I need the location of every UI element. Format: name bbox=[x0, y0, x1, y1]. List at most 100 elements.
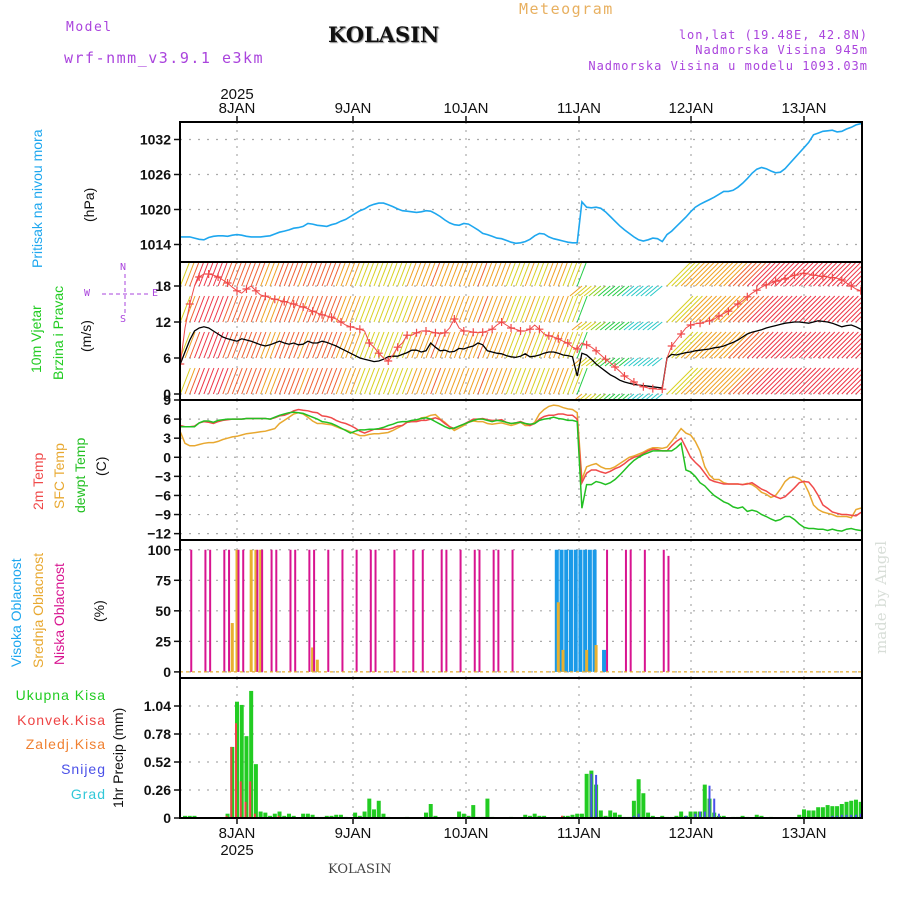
y-tick-label: 1.04 bbox=[144, 698, 171, 714]
wind-arrow bbox=[831, 331, 859, 359]
precip-bar-snow bbox=[859, 813, 862, 818]
cloud-bar bbox=[667, 555, 670, 672]
wind-gust-marker bbox=[195, 273, 204, 281]
wind-arrow bbox=[865, 332, 891, 358]
wind-arrow bbox=[671, 295, 699, 323]
wind-arrow bbox=[297, 262, 309, 287]
wind-arrow bbox=[279, 331, 290, 359]
cloud-bar bbox=[374, 549, 377, 672]
wind-arrow bbox=[335, 262, 346, 287]
wind-arrow bbox=[694, 295, 722, 323]
wind-gust-marker bbox=[809, 271, 818, 280]
wind-arrow bbox=[312, 367, 324, 395]
wind-arrow bbox=[651, 321, 663, 331]
wind-arrow bbox=[274, 262, 285, 287]
model-elevation-label: Nadmorska Visina u modelu 1093.03m bbox=[588, 59, 868, 73]
wind-arrow bbox=[231, 262, 243, 287]
wind-arrow bbox=[751, 331, 779, 359]
wind-arrow bbox=[599, 321, 611, 331]
wind-arrow bbox=[713, 262, 739, 287]
wind-arrow bbox=[642, 357, 654, 367]
station-title: KOLASIN bbox=[328, 22, 440, 47]
wind-arrow bbox=[331, 331, 342, 359]
wind-arrow bbox=[593, 285, 606, 297]
wind-arrow bbox=[368, 331, 380, 359]
wind-arrow bbox=[798, 262, 824, 287]
wind-arrow bbox=[260, 295, 272, 323]
y-tick-label: −6 bbox=[155, 487, 171, 503]
wind-gust-marker bbox=[204, 270, 213, 278]
wind-arrow bbox=[827, 331, 854, 359]
wind-arrow bbox=[416, 367, 428, 395]
wind-arrow bbox=[623, 321, 635, 331]
wind-arrow bbox=[222, 367, 234, 395]
wind-arrow bbox=[704, 331, 732, 359]
wind-arrow bbox=[359, 367, 371, 395]
cloud-bar bbox=[643, 549, 646, 672]
wind-gust-marker bbox=[346, 322, 355, 331]
wind-arrow bbox=[434, 367, 446, 395]
precip-bar-total bbox=[603, 815, 608, 818]
wind-arrow bbox=[732, 295, 760, 323]
cloud-bar bbox=[559, 549, 564, 672]
x-tick-label-bottom: 11JAN bbox=[557, 825, 601, 842]
wind-arrow bbox=[458, 295, 470, 323]
wind-arrow bbox=[813, 367, 840, 395]
wind-arrow bbox=[571, 321, 583, 331]
precip-bar-total bbox=[608, 810, 613, 818]
y-tick-label: 1014 bbox=[140, 237, 171, 253]
compass-n: N bbox=[120, 262, 127, 273]
wind-gust-marker bbox=[544, 331, 553, 340]
wind-arrow bbox=[411, 295, 423, 323]
wind-arrow bbox=[680, 331, 708, 359]
cloud-bar bbox=[497, 549, 500, 672]
precip-bar-snow bbox=[879, 816, 881, 818]
wind-arrow bbox=[387, 262, 398, 287]
wind-arrow bbox=[855, 351, 862, 359]
wind-arrow bbox=[637, 321, 649, 331]
cloud-bar bbox=[259, 549, 263, 672]
precip-bar-total bbox=[542, 815, 547, 818]
wind-arrow bbox=[345, 331, 357, 359]
wind-arrow bbox=[817, 331, 845, 359]
wind-arrow bbox=[340, 295, 352, 323]
precip-bar-total bbox=[532, 813, 537, 818]
wind-arrow bbox=[501, 367, 513, 395]
wind-arrow bbox=[585, 357, 597, 367]
wind-arrow bbox=[567, 295, 579, 323]
wind-arrow bbox=[397, 295, 409, 323]
wind-arrow bbox=[813, 295, 840, 323]
cloud-bar bbox=[223, 549, 226, 672]
wind-arrow bbox=[529, 367, 541, 395]
wind-arrow bbox=[194, 295, 205, 323]
wind-arrow bbox=[349, 367, 361, 395]
precip-bar-total bbox=[310, 814, 315, 818]
wind-arrow bbox=[808, 262, 834, 287]
wind-arrow bbox=[189, 331, 201, 359]
wind-arrow bbox=[798, 295, 826, 323]
wind-arrow bbox=[274, 331, 286, 359]
wind-arrow bbox=[316, 295, 328, 323]
precip-bar-total bbox=[839, 804, 844, 818]
wind-arrow bbox=[194, 331, 205, 359]
wind-arrow bbox=[472, 331, 484, 359]
wind-arrow bbox=[269, 367, 281, 395]
wind-arrow bbox=[520, 295, 531, 323]
wind-arrow bbox=[685, 331, 713, 359]
precip-bar-total bbox=[362, 811, 367, 818]
wind-gust-marker bbox=[686, 321, 695, 329]
x-tick-label-bottom: 10JAN bbox=[443, 825, 488, 842]
wind-arrow bbox=[520, 367, 531, 395]
cloud-bar bbox=[369, 549, 372, 672]
wind-gust-marker bbox=[327, 313, 336, 322]
cloud-bar bbox=[473, 549, 476, 672]
wind-arrow bbox=[491, 367, 503, 395]
cloud-bar bbox=[624, 549, 627, 672]
wind-arrow bbox=[562, 295, 574, 323]
wind-arrow bbox=[180, 367, 191, 395]
wind-arrow bbox=[534, 295, 546, 323]
wind-arrow bbox=[269, 331, 281, 359]
wind-arrow bbox=[231, 367, 243, 395]
wind-arrow bbox=[491, 262, 502, 287]
y-tick-label: 0.78 bbox=[144, 726, 171, 742]
